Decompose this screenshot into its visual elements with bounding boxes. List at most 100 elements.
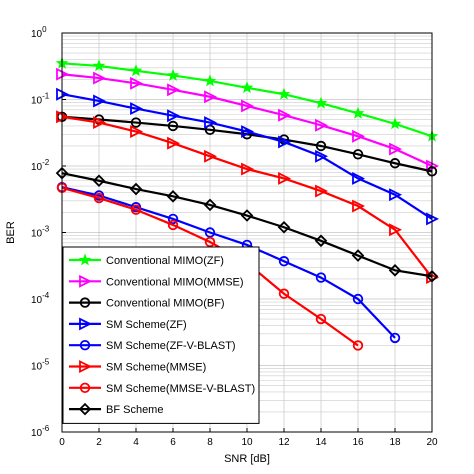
data-point <box>241 125 255 138</box>
x-tick-label: 4 <box>133 437 139 448</box>
legend-item: SM Scheme(ZF) <box>69 317 187 331</box>
data-point <box>314 234 328 248</box>
x-tick-label: 0 <box>59 437 65 448</box>
x-tick-label: 6 <box>170 437 176 448</box>
data-point <box>352 199 366 213</box>
series-line <box>61 115 433 279</box>
data-point <box>204 90 218 104</box>
data-point <box>352 171 366 185</box>
data-point <box>92 59 106 72</box>
data-point <box>78 402 92 416</box>
data-point <box>78 253 92 266</box>
data-point <box>79 340 91 351</box>
x-tick-label: 8 <box>207 437 213 448</box>
data-point <box>204 236 216 248</box>
data-point <box>389 332 401 344</box>
data-point <box>167 136 181 150</box>
data-point <box>314 96 328 109</box>
legend-label: BF Scheme <box>106 404 163 416</box>
y-tick-exponent: -5 <box>42 358 50 367</box>
y-tick-exponent: -6 <box>42 424 50 433</box>
data-point <box>240 81 254 94</box>
y-axis-label: BER <box>5 221 17 244</box>
data-point <box>351 106 365 119</box>
legend-label: Conventional MIMO(MMSE) <box>106 276 244 288</box>
legend: Conventional MIMO(ZF) Conventional MIMO(M… <box>62 246 260 424</box>
legend-box <box>62 246 260 424</box>
data-point <box>203 74 217 87</box>
data-point <box>79 274 93 288</box>
data-point <box>315 149 329 163</box>
data-point <box>79 360 93 373</box>
x-tick-label: 2 <box>96 437 102 448</box>
data-point <box>277 87 291 100</box>
data-point <box>315 140 327 152</box>
legend-label: SM Scheme(MMSE-V-BLAST) <box>106 383 255 395</box>
data-point <box>92 174 106 188</box>
data-point <box>240 209 254 222</box>
data-point <box>315 118 329 132</box>
data-point <box>130 102 144 116</box>
data-point <box>315 313 327 325</box>
y-tick-exponent: 0 <box>42 25 47 34</box>
legend-item: Conventional MIMO(MMSE) <box>69 274 244 288</box>
x-axis-label: SNR [dB] <box>224 453 270 465</box>
x-tick-label: 20 <box>426 437 438 448</box>
data-point <box>130 125 144 138</box>
data-point <box>278 256 290 267</box>
data-point <box>389 158 401 169</box>
x-tick-label: 10 <box>241 437 253 448</box>
series-line <box>61 73 433 167</box>
data-point <box>130 76 144 90</box>
data-point <box>130 117 142 128</box>
data-point <box>167 83 181 97</box>
data-point <box>241 99 255 113</box>
data-point <box>277 220 291 234</box>
data-point <box>352 129 366 143</box>
data-point <box>166 190 180 203</box>
legend-label: SM Scheme(MMSE) <box>106 362 206 374</box>
y-tick-exponent: -4 <box>42 291 50 300</box>
data-point <box>167 219 179 231</box>
legend-item: Conventional MIMO(BF) <box>69 297 225 310</box>
data-point <box>389 188 403 202</box>
legend-label: Conventional MIMO(ZF) <box>106 255 224 267</box>
x-tick-label: 14 <box>315 437 327 448</box>
data-point <box>93 192 105 204</box>
legend-label: SM Scheme(ZF) <box>106 319 187 331</box>
series-line <box>61 93 433 220</box>
x-tick-label: 18 <box>389 437 401 448</box>
legend-item: SM Scheme(MMSE-V-BLAST) <box>69 382 255 395</box>
data-point <box>278 288 290 299</box>
series-lines <box>55 56 440 351</box>
series-line <box>61 186 396 339</box>
data-point <box>388 117 402 130</box>
data-point <box>166 68 180 81</box>
data-point <box>241 162 255 176</box>
series-group <box>56 181 401 344</box>
legend-item: BF Scheme <box>69 402 163 416</box>
series-line <box>61 172 433 278</box>
data-point <box>388 264 402 277</box>
data-point <box>167 213 179 225</box>
data-point <box>315 272 327 283</box>
x-tick-label: 16 <box>352 437 364 448</box>
legend-item: SM Scheme(ZF-V-BLAST) <box>69 340 236 352</box>
data-point <box>389 142 403 156</box>
data-point <box>204 116 218 130</box>
data-point <box>167 109 181 123</box>
data-point <box>79 382 91 394</box>
x-tick-label: 12 <box>278 437 290 448</box>
legend-label: SM Scheme(ZF-V-BLAST) <box>106 340 236 352</box>
data-point <box>79 317 93 331</box>
data-point <box>130 204 142 215</box>
y-tick-exponent: -3 <box>42 225 50 234</box>
data-point <box>93 116 107 130</box>
data-point <box>278 108 292 122</box>
data-point <box>79 297 91 308</box>
series-group <box>55 56 439 142</box>
data-point <box>389 223 403 237</box>
data-point <box>129 64 143 77</box>
legend-label: Conventional MIMO(BF) <box>106 298 225 310</box>
